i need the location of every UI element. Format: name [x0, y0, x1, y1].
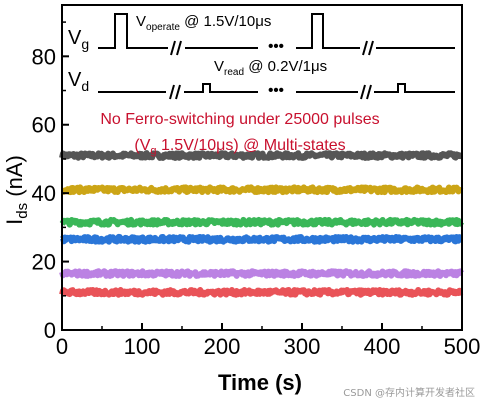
- series-band-3: [59, 216, 464, 228]
- break-mark-4a: [360, 84, 366, 100]
- x-tick-label-100: 100: [124, 334, 161, 359]
- x-tick-label-200: 200: [204, 334, 241, 359]
- break-mark-3a: [169, 84, 175, 100]
- vd-pulse-label: Vread @ 0.2V/1μs: [214, 58, 327, 78]
- ellipsis-2: •••: [268, 82, 284, 99]
- x-axis-title: Time (s): [218, 370, 302, 395]
- break-mark-3b: [175, 84, 181, 100]
- x-tick-label-500: 500: [444, 334, 481, 359]
- break-mark-4b: [366, 84, 372, 100]
- vg-waveform-a: [98, 13, 168, 49]
- x-tick-label-300: 300: [284, 334, 321, 359]
- series-band-5: [59, 268, 464, 279]
- vd-symbol: Vd: [68, 69, 89, 94]
- break-mark-1b: [176, 40, 182, 56]
- series-band-6: [59, 287, 464, 298]
- series-band-4: [60, 233, 464, 245]
- break-mark-2a: [362, 40, 368, 56]
- series-band-1: [59, 150, 464, 161]
- series-band-2: [60, 184, 464, 196]
- vd-waveform-b: [184, 83, 258, 93]
- y-axis-title: Ids (nA): [2, 155, 31, 225]
- series-layer: [59, 150, 464, 298]
- x-tick-label-0: 0: [56, 334, 68, 359]
- vg-pulse-label: Voperate @ 1.5V/10μs: [136, 13, 271, 33]
- break-mark-2b: [368, 40, 374, 56]
- x-tick-label-400: 400: [364, 334, 401, 359]
- pulse-scheme: ••• ••• Vg Vd Voperate @ 1.5V/10μs Vread @ 0.…: [68, 13, 455, 100]
- y-tick-label-80: 80: [32, 44, 56, 69]
- y-tick-label-60: 60: [32, 113, 56, 138]
- vg-symbol: Vg: [68, 27, 89, 52]
- vd-waveform-d: [374, 83, 455, 93]
- break-mark-1a: [170, 40, 176, 56]
- annotation-line2: (Vg 1.5V/10μs) @ Multi-states: [134, 137, 345, 157]
- y-tick-label-0: 0: [44, 318, 56, 343]
- y-tick-label-40: 40: [32, 181, 56, 206]
- annotation-line1: No Ferro-switching under 25000 pulses: [100, 111, 379, 128]
- ellipsis-1: •••: [268, 38, 284, 55]
- watermark: CSDN @存内计算开发者社区: [343, 388, 475, 399]
- plot-frame: [61, 4, 463, 331]
- y-tick-label-20: 20: [32, 250, 56, 275]
- axes: 0 100 200 300 400 500 0 20 40 60 80: [32, 4, 481, 359]
- vg-waveform-c: [296, 13, 360, 49]
